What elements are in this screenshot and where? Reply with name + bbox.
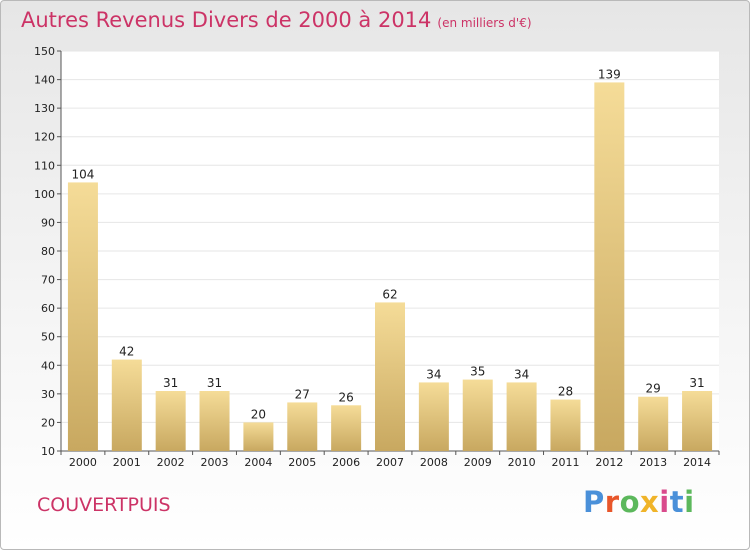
x-tick-label: 2012 xyxy=(595,456,623,469)
bar-value-label: 35 xyxy=(470,365,485,379)
bar xyxy=(550,399,581,451)
x-tick-label: 2000 xyxy=(69,456,97,469)
bar-value-label: 34 xyxy=(426,367,441,381)
bar-value-label: 27 xyxy=(295,387,310,401)
logo-letter: i xyxy=(659,485,670,519)
x-tick-label: 2005 xyxy=(288,456,316,469)
logo-letter: x xyxy=(640,485,660,519)
bar-value-label: 29 xyxy=(646,382,661,396)
x-tick-label: 2007 xyxy=(376,456,404,469)
bar-value-label: 62 xyxy=(382,287,397,301)
bar-value-label: 31 xyxy=(163,376,178,390)
bar xyxy=(375,302,405,451)
bar xyxy=(331,405,362,451)
bar xyxy=(506,382,537,451)
bar-value-label: 139 xyxy=(598,67,621,81)
y-tick-label: 110 xyxy=(34,159,55,172)
y-tick-label: 150 xyxy=(34,45,55,58)
y-tick-label: 60 xyxy=(41,302,55,315)
y-tick-label: 70 xyxy=(41,274,55,287)
bar-value-label: 26 xyxy=(338,390,353,404)
bar-value-label: 31 xyxy=(207,376,222,390)
x-tick-label: 2014 xyxy=(683,456,711,469)
logo-letter: P xyxy=(583,485,605,519)
bar xyxy=(462,379,493,451)
x-tick-label: 2013 xyxy=(639,456,667,469)
bar xyxy=(682,391,713,451)
x-tick-label: 2004 xyxy=(244,456,272,469)
bar xyxy=(111,359,142,451)
bar-value-label: 104 xyxy=(71,167,94,181)
y-tick-label: 30 xyxy=(41,388,55,401)
x-tick-label: 2003 xyxy=(201,456,229,469)
bar-value-label: 28 xyxy=(558,385,573,399)
x-tick-label: 2001 xyxy=(113,456,141,469)
bar xyxy=(287,402,318,451)
bar xyxy=(67,182,98,451)
y-tick-label: 130 xyxy=(34,102,55,115)
logo-letter: t xyxy=(669,485,685,519)
chart-title: Autres Revenus Divers de 2000 à 2014 (en … xyxy=(21,8,532,32)
x-tick-label: 2008 xyxy=(420,456,448,469)
bar-value-label: 31 xyxy=(689,376,704,390)
y-tick-label: 50 xyxy=(41,331,55,344)
bar-value-label: 34 xyxy=(514,367,529,381)
bar xyxy=(199,391,230,451)
bar xyxy=(155,391,186,451)
logo-letter: i xyxy=(684,485,695,519)
logo-letter: r xyxy=(604,485,620,519)
y-tick-label: 140 xyxy=(34,74,55,87)
x-tick-label: 2010 xyxy=(508,456,536,469)
chart-subtitle: (en milliers d'€) xyxy=(437,16,532,30)
bar xyxy=(638,396,669,451)
x-tick-label: 2002 xyxy=(157,456,185,469)
proxiti-logo: Proxiti xyxy=(583,485,695,519)
x-tick-label: 2009 xyxy=(464,456,492,469)
x-tick-label: 2011 xyxy=(551,456,579,469)
bar-value-label: 20 xyxy=(251,407,266,421)
y-tick-label: 40 xyxy=(41,359,55,372)
y-tick-label: 20 xyxy=(41,416,55,429)
bar xyxy=(243,422,274,451)
y-tick-label: 90 xyxy=(41,216,55,229)
y-tick-label: 120 xyxy=(34,131,55,144)
x-tick-label: 2006 xyxy=(332,456,360,469)
bar-value-label: 42 xyxy=(119,345,134,359)
y-tick-label: 10 xyxy=(41,445,55,458)
logo-letter: o xyxy=(619,485,641,519)
chart-title-text: Autres Revenus Divers de 2000 à 2014 xyxy=(21,8,432,32)
y-tick-label: 100 xyxy=(34,188,55,201)
commune-name: COUVERTPUIS xyxy=(37,494,171,516)
bar xyxy=(418,382,449,451)
bar xyxy=(594,82,625,451)
y-tick-label: 80 xyxy=(41,245,55,258)
